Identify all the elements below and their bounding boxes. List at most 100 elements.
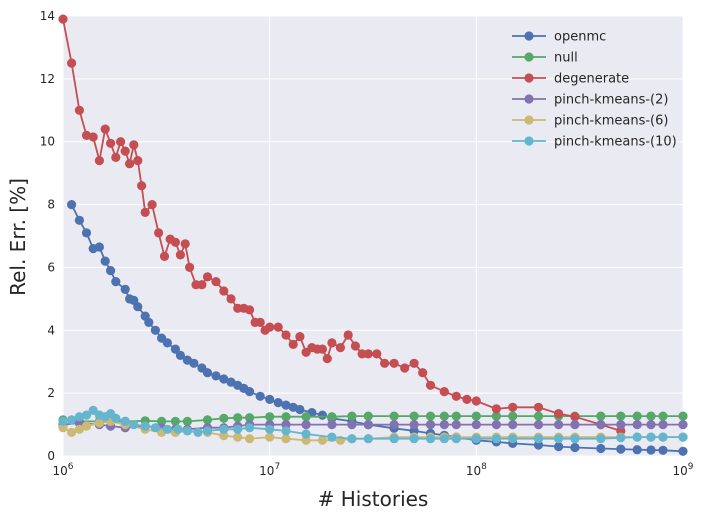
data-point — [150, 325, 160, 335]
data-point — [570, 434, 580, 444]
data-point — [157, 416, 167, 426]
data-point — [202, 415, 213, 425]
data-point — [389, 434, 399, 444]
data-point — [343, 330, 353, 340]
data-point — [245, 387, 255, 397]
data-point — [120, 146, 130, 156]
data-point — [471, 396, 481, 406]
data-point — [170, 237, 180, 247]
data-point — [363, 411, 373, 421]
data-point — [281, 330, 291, 340]
data-point — [646, 420, 656, 430]
data-point — [189, 358, 199, 368]
data-point — [451, 411, 461, 421]
x-axis-label: # Histories — [318, 487, 429, 511]
data-point — [197, 280, 207, 290]
data-point — [94, 418, 104, 428]
data-point — [451, 420, 461, 430]
data-point — [570, 420, 580, 430]
data-point — [533, 420, 544, 430]
data-point — [616, 411, 626, 421]
data-point — [81, 228, 92, 238]
data-point — [137, 181, 147, 191]
data-point — [245, 413, 255, 423]
data-point — [678, 420, 688, 430]
data-point — [632, 445, 642, 455]
data-point — [175, 350, 185, 360]
data-point — [74, 105, 84, 115]
data-point — [317, 344, 327, 354]
data-point — [159, 251, 170, 261]
data-point — [471, 420, 481, 430]
legend-label: degenerate — [554, 72, 629, 87]
legend-item: pinch-kmeans-(10) — [512, 135, 677, 150]
data-point — [372, 349, 382, 359]
data-point — [570, 412, 580, 422]
data-point — [150, 423, 160, 433]
data-point — [570, 442, 580, 453]
plot-background — [63, 16, 683, 456]
data-point — [255, 391, 265, 401]
data-point — [616, 433, 626, 443]
data-point — [219, 413, 229, 423]
data-point — [616, 444, 626, 454]
data-point — [471, 434, 481, 444]
data-point — [288, 339, 298, 349]
data-point — [451, 434, 461, 444]
data-point — [133, 302, 143, 312]
data-point — [173, 424, 183, 434]
data-point — [67, 415, 77, 425]
data-point — [678, 446, 688, 456]
data-point — [596, 420, 606, 430]
y-axis-label: Rel. Err. [%] — [6, 178, 30, 296]
data-point — [100, 256, 110, 266]
x-tick-exponent: 9 — [688, 462, 694, 472]
data-point — [162, 424, 172, 434]
data-point — [219, 431, 229, 441]
data-point — [81, 410, 92, 420]
data-point — [175, 250, 185, 260]
data-point — [67, 200, 77, 210]
data-point — [180, 239, 190, 249]
data-point — [350, 341, 360, 351]
legend-marker — [524, 73, 534, 83]
data-point — [273, 322, 283, 332]
data-point — [111, 152, 121, 162]
data-point — [533, 434, 544, 444]
data-point — [125, 159, 135, 169]
data-point — [616, 420, 626, 430]
x-axis-ticks: 106 107 108 109 — [52, 462, 693, 478]
x-tick-label: 109 — [672, 462, 693, 478]
data-point — [88, 132, 98, 142]
legend-marker — [524, 136, 534, 146]
data-point — [202, 272, 213, 282]
data-point — [133, 156, 143, 166]
data-point — [301, 412, 311, 422]
data-point — [106, 138, 116, 148]
data-point — [100, 124, 110, 134]
data-point — [400, 363, 410, 373]
data-point — [245, 434, 255, 444]
data-point — [111, 413, 121, 423]
x-tick-label: 108 — [466, 462, 487, 478]
data-point — [120, 284, 130, 294]
data-point — [554, 434, 564, 444]
data-point — [425, 434, 436, 444]
y-tick-label: 4 — [47, 323, 55, 337]
data-point — [74, 412, 84, 422]
data-point — [74, 418, 84, 428]
data-point — [317, 410, 327, 420]
data-point — [193, 427, 203, 437]
data-point — [327, 412, 337, 422]
data-point — [363, 434, 373, 444]
data-point — [658, 432, 668, 442]
series-null — [58, 411, 688, 426]
data-point — [596, 443, 606, 454]
data-point — [182, 416, 192, 426]
data-point — [170, 416, 180, 426]
data-point — [233, 413, 243, 423]
x-tick-label: 106 — [52, 462, 73, 478]
data-point — [255, 317, 265, 327]
data-point — [678, 432, 688, 442]
